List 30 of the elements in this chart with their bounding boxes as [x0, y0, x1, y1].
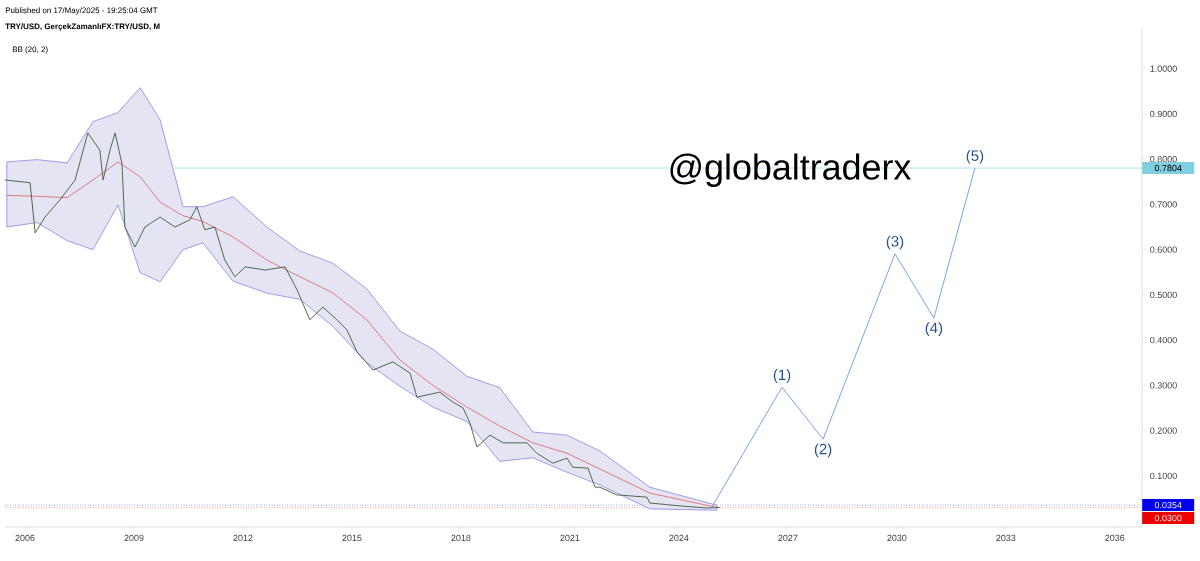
x-tick-label: 2036 [1105, 534, 1125, 542]
x-tick-label: 2012 [233, 534, 253, 542]
text: 0.1000 [1150, 472, 1177, 480]
x-tick-label: 2030 [887, 534, 907, 542]
x-tick-label: 2024 [669, 534, 689, 542]
ref-line-label: 0.7804 [1154, 164, 1182, 172]
text: 0.2000 [1150, 427, 1177, 434]
annotation: (5) [966, 149, 984, 164]
x-tick-label: 2027 [778, 534, 798, 542]
text: 0.6000 [1150, 246, 1177, 253]
annotation: (3) [886, 235, 904, 250]
text: 1.0000 [1150, 65, 1177, 72]
annotation: @globaltraderx [670, 153, 911, 187]
x-tick-label: 2021 [560, 534, 580, 542]
text: 0.5000 [1150, 291, 1177, 299]
annotation: (4) [925, 322, 943, 337]
x-tick-label: 2006 [15, 534, 35, 542]
ref-line-label: 0.0300 [1154, 514, 1182, 522]
x-tick-label: 2009 [124, 534, 144, 542]
x-tick-label: 2015 [342, 534, 362, 542]
text: 0.8000 [1150, 156, 1177, 163]
text: 0.9000 [1150, 110, 1177, 118]
text: 0.3000 [1150, 382, 1177, 389]
annotation: (1) [773, 369, 791, 384]
text: 0.7000 [1150, 201, 1177, 208]
text: 0.4000 [1150, 336, 1177, 344]
x-tick-label: 2018 [451, 534, 471, 542]
ref-line-label: 0.0354 [1154, 501, 1182, 509]
annotation: (2) [814, 443, 832, 458]
x-tick-label: 2033 [996, 534, 1016, 542]
